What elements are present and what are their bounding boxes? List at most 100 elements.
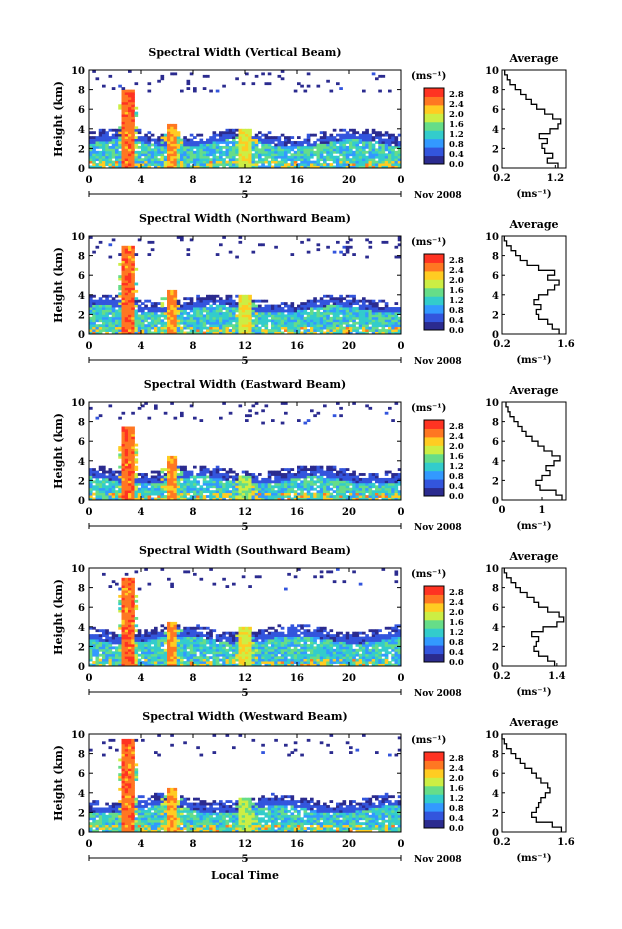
heatmap-cell bbox=[196, 663, 200, 667]
heatmap-cell bbox=[274, 163, 278, 166]
heatmap-cell bbox=[134, 663, 139, 667]
heatmap-cell bbox=[397, 143, 402, 147]
heatmap-cell bbox=[297, 136, 301, 139]
heatmap-cell bbox=[254, 495, 259, 498]
heatmap-cell bbox=[118, 475, 122, 479]
heatmap-cell bbox=[115, 639, 119, 642]
heatmap-cell bbox=[352, 329, 356, 332]
heatmap-cell bbox=[358, 304, 363, 308]
heatmap-cell bbox=[238, 490, 243, 494]
heatmap-cell bbox=[375, 480, 379, 484]
heatmap-cell bbox=[173, 626, 178, 630]
heatmap-cell bbox=[352, 477, 356, 481]
heatmap-cell bbox=[98, 155, 103, 159]
heatmap-cell bbox=[349, 497, 353, 501]
colorbar-segment bbox=[424, 470, 444, 480]
heatmap-cell bbox=[323, 302, 327, 305]
heatmap-cell bbox=[137, 663, 142, 667]
heatmap-cell bbox=[202, 319, 207, 323]
heatmap-cell bbox=[228, 165, 233, 169]
heatmap-cell bbox=[141, 634, 145, 637]
heatmap-cell bbox=[378, 145, 382, 149]
heatmap-cell bbox=[323, 497, 327, 501]
heatmap-cell bbox=[128, 636, 132, 640]
heatmap-cell bbox=[248, 304, 252, 308]
heatmap-cell bbox=[339, 307, 343, 310]
heatmap-cell bbox=[199, 299, 204, 303]
heatmap-cell bbox=[95, 153, 100, 157]
heatmap-cell bbox=[365, 128, 369, 132]
heatmap-cell bbox=[150, 661, 155, 664]
heatmap-cell bbox=[183, 136, 187, 139]
heatmap-cell bbox=[115, 634, 119, 637]
heatmap-cell bbox=[378, 148, 382, 152]
heatmap-cell bbox=[329, 307, 334, 310]
heatmap-cell bbox=[157, 302, 161, 305]
heatmap-cell bbox=[228, 158, 233, 162]
heatmap-cell bbox=[258, 148, 262, 152]
heatmap-cell bbox=[381, 329, 386, 332]
heatmap-cell bbox=[212, 495, 217, 498]
heatmap-cell bbox=[241, 150, 246, 154]
heatmap-cell bbox=[105, 297, 109, 301]
heatmap-cell bbox=[267, 160, 272, 164]
heatmap-cell bbox=[349, 141, 353, 144]
heatmap-cell bbox=[378, 311, 382, 315]
heatmap-cell bbox=[391, 307, 395, 310]
heatmap-cell bbox=[225, 326, 230, 330]
heatmap-cell bbox=[209, 490, 213, 494]
heatmap-cell bbox=[102, 629, 106, 633]
heatmap-cell bbox=[111, 497, 116, 501]
heatmap-cell bbox=[89, 138, 93, 142]
heatmap-cell bbox=[316, 475, 321, 479]
heatmap-cell bbox=[170, 643, 174, 647]
heatmap-cell bbox=[349, 487, 353, 491]
heatmap-cell bbox=[280, 158, 285, 162]
heatmap-cell bbox=[303, 492, 308, 496]
heatmap-cell bbox=[397, 148, 402, 152]
heatmap-cell bbox=[128, 585, 132, 588]
heatmap-cell bbox=[349, 473, 353, 476]
heatmap-cell bbox=[358, 136, 363, 139]
heatmap-cell bbox=[300, 158, 304, 162]
heatmap-cell bbox=[92, 155, 96, 159]
heatmap-cell bbox=[173, 465, 178, 469]
heatmap-cell bbox=[167, 643, 171, 647]
heatmap-cell bbox=[316, 143, 321, 147]
heatmap-cell bbox=[196, 297, 200, 301]
heatmap-cell bbox=[235, 485, 239, 489]
heatmap-cell bbox=[355, 316, 360, 320]
heatmap-cell bbox=[118, 145, 122, 149]
heatmap-cell bbox=[105, 163, 109, 166]
heatmap-cell bbox=[128, 599, 132, 603]
heatmap-cell bbox=[108, 482, 113, 486]
heatmap-cell bbox=[102, 475, 106, 479]
heatmap-cell bbox=[329, 321, 334, 325]
heatmap-cell bbox=[108, 316, 113, 320]
heatmap-cell bbox=[391, 326, 395, 330]
heatmap-cell bbox=[108, 495, 113, 498]
heatmap-cell bbox=[173, 646, 178, 650]
heatmap-cell bbox=[121, 599, 126, 603]
heatmap-cell bbox=[199, 648, 204, 652]
heatmap-cell bbox=[368, 148, 373, 152]
heatmap-cell bbox=[147, 477, 152, 481]
heatmap-cell bbox=[147, 309, 152, 313]
heatmap-cell bbox=[121, 267, 126, 271]
heatmap-cell bbox=[121, 314, 126, 318]
heatmap-cell bbox=[163, 626, 168, 630]
heatmap-cell bbox=[170, 653, 174, 657]
heatmap-cell bbox=[365, 145, 369, 149]
colorbar-tick-label: 2.0 bbox=[449, 276, 464, 286]
heatmap-cell bbox=[251, 477, 256, 481]
heatmap-cell bbox=[199, 492, 204, 496]
heatmap-cell bbox=[394, 143, 399, 147]
heatmap-cell bbox=[147, 253, 152, 256]
heatmap-cell bbox=[154, 641, 158, 645]
heatmap-cell bbox=[115, 138, 119, 142]
heatmap-cell bbox=[115, 651, 119, 655]
heatmap-cell bbox=[193, 465, 197, 469]
average-x-tick-label: 1.6 bbox=[557, 339, 574, 350]
heatmap-cell bbox=[261, 316, 265, 320]
heatmap-cell bbox=[199, 309, 204, 313]
